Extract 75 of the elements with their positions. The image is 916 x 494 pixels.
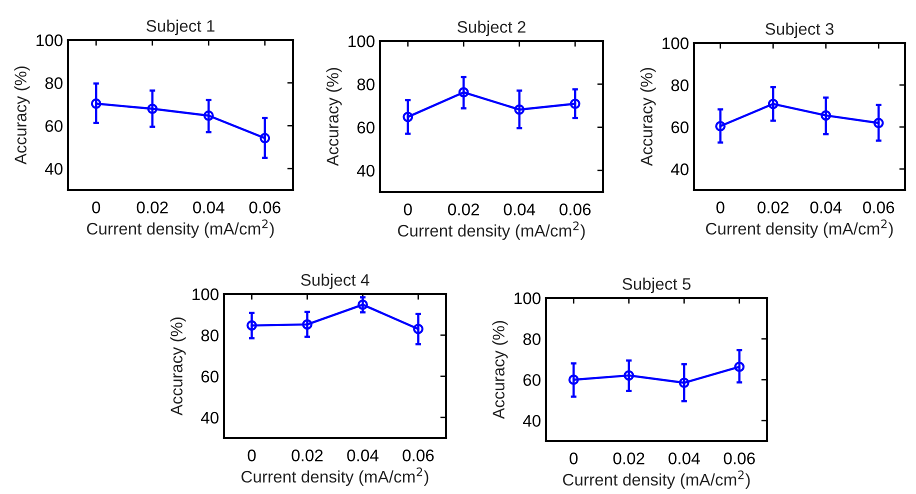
y-tick-label: 100 (348, 35, 374, 48)
y-tick-label: 40 (522, 414, 540, 427)
point (873, 118, 884, 128)
x-tick-label: 0.02 (448, 204, 480, 216)
chart-title: Subject 2 (458, 20, 526, 36)
y-tick-label: 60 (357, 122, 374, 134)
chart-title: Subject 4 (301, 274, 370, 290)
point (624, 370, 634, 381)
x-tick-label: 0.04 (810, 202, 842, 214)
y-tick-label: 80 (523, 333, 540, 346)
y-tick-label: 80 (45, 77, 62, 90)
y-tick-label: 60 (201, 370, 218, 382)
x-tick-label: 0.06 (402, 450, 434, 462)
x-tick-label: 0.02 (136, 202, 168, 214)
y-axis-title: Accuracy (%) (326, 68, 342, 166)
chart-title: Subject 3 (766, 22, 834, 38)
point (678, 378, 690, 388)
y-axis-title: Accuracy (%) (170, 317, 186, 416)
x-tick-label: 0.06 (560, 204, 591, 216)
point (768, 98, 778, 110)
y-tick-label: 60 (523, 374, 540, 386)
x-tick-label: 0.02 (292, 450, 323, 462)
y-tick-label: 40 (670, 163, 688, 176)
x-tick-label: 0 (716, 202, 724, 214)
point (90, 98, 102, 109)
x-tick-label: 0 (92, 202, 100, 214)
x-axis-title: Current density (mA/cm$^{2}$) (706, 219, 893, 238)
y-tick-label: 80 (671, 79, 688, 92)
x-tick-label: 0.06 (863, 202, 894, 214)
y-tick-label: 100 (192, 288, 218, 300)
point (413, 324, 424, 334)
y-tick-label: 40 (200, 412, 218, 424)
y-axis-title: Accuracy (%) (492, 320, 508, 420)
point (246, 320, 257, 331)
chart-title: Subject 5 (622, 278, 691, 294)
x-tick-label: 0.04 (668, 452, 700, 464)
x-axis-title: Current density (mA/cm$^{2}$) (563, 470, 750, 489)
point (147, 104, 158, 114)
y-tick-label: 100 (514, 292, 540, 304)
x-tick-label: 0 (248, 450, 256, 462)
point (568, 374, 579, 385)
x-tick-label: 0 (404, 204, 412, 216)
y-tick-label: 80 (357, 78, 374, 90)
x-tick-label: 0.02 (758, 202, 789, 214)
point (570, 98, 580, 109)
y-tick-label: 80 (201, 330, 218, 342)
x-tick-label: 0.04 (504, 204, 536, 216)
y-tick-label: 100 (36, 34, 62, 46)
y-tick-label: 40 (44, 162, 62, 175)
chart-title: Subject 1 (146, 20, 214, 36)
point (820, 110, 832, 121)
y-tick-label: 40 (356, 164, 374, 177)
x-axis-title: Current density (mA/cm$^{2}$) (87, 219, 274, 238)
point (458, 87, 469, 98)
point (514, 104, 525, 115)
point (358, 299, 368, 310)
x-tick-label: 0.04 (347, 450, 378, 462)
y-tick-label: 60 (671, 121, 688, 134)
point (260, 132, 270, 144)
point (734, 362, 745, 372)
y-axis-title: Accuracy (%) (640, 68, 656, 166)
x-tick-label: 0.06 (724, 452, 755, 464)
point (402, 112, 414, 122)
x-axis-title: Current density (mA/cm$^{2}$) (398, 221, 585, 240)
point (715, 120, 726, 132)
y-tick-label: 60 (45, 120, 62, 132)
y-tick-label: 100 (662, 37, 688, 50)
x-tick-label: 0.04 (193, 202, 224, 214)
point (203, 110, 214, 121)
x-axis-title: Current density (mA/cm$^{2}$) (242, 467, 428, 486)
y-axis-title: Accuracy (%) (14, 66, 30, 165)
x-tick-label: 0 (570, 452, 578, 464)
point (302, 319, 312, 330)
x-tick-label: 0.06 (249, 202, 280, 214)
x-tick-label: 0.02 (613, 452, 644, 464)
